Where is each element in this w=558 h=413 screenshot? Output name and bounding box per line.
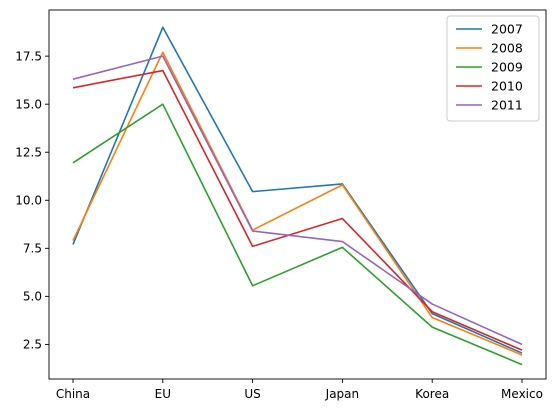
y-axis-ticks: 2.5 5.0 7.5 10.0 12.5 15.0 17.5 <box>15 49 49 352</box>
legend-label-2010: 2010 <box>491 79 523 94</box>
series-line-2010 <box>72 69 523 351</box>
legend-label-2008: 2008 <box>491 41 523 56</box>
legend: 2007 2008 2009 2010 2011 <box>446 15 540 122</box>
x-tick-label: Korea <box>415 387 449 401</box>
x-tick-label: Japan <box>325 387 359 401</box>
y-tick-label: 17.5 <box>15 49 42 63</box>
legend-label-2009: 2009 <box>491 60 523 75</box>
y-tick-label: 7.5 <box>23 242 42 256</box>
series-line-2011 <box>72 55 523 346</box>
y-tick-label: 12.5 <box>15 146 42 160</box>
axes <box>48 9 547 380</box>
legend-label-2007: 2007 <box>491 22 523 37</box>
plot-frame <box>48 9 547 380</box>
x-tick-label: EU <box>155 387 171 401</box>
x-tick-label: China <box>56 387 90 401</box>
x-tick-label: Mexico <box>501 387 543 401</box>
y-tick-label: 5.0 <box>23 290 42 304</box>
x-tick-label: US <box>244 387 260 401</box>
x-axis-ticks: China EU US Japan Korea Mexico <box>56 379 543 401</box>
series-line-2008 <box>72 51 523 356</box>
y-tick-label: 2.5 <box>23 338 42 352</box>
y-tick-label: 15.0 <box>15 97 42 111</box>
legend-box <box>446 15 540 122</box>
legend-label-2011: 2011 <box>491 98 523 113</box>
y-tick-label: 10.0 <box>15 194 42 208</box>
series-line-2009 <box>72 103 523 366</box>
series-line-2007 <box>72 26 523 354</box>
series-lines <box>72 26 523 366</box>
